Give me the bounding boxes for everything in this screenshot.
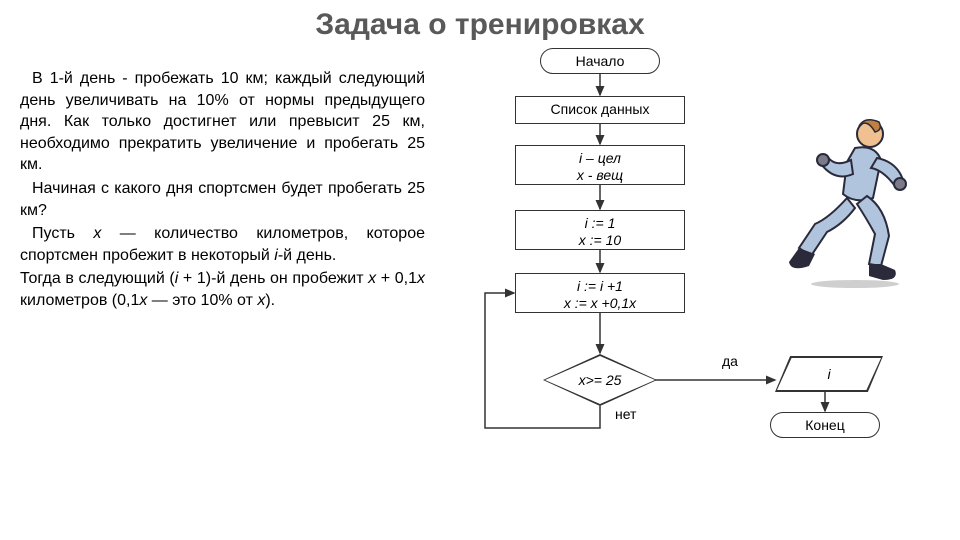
runner-icon bbox=[785, 108, 920, 288]
t: x - вещ bbox=[577, 167, 623, 183]
node-declare: i – цел x - вещ bbox=[515, 145, 685, 185]
t: x := 10 bbox=[579, 232, 621, 248]
page-title: Задача о тренировках bbox=[0, 0, 960, 42]
t: + 1)-й день он пробежит bbox=[178, 270, 368, 287]
t: x>= 25 bbox=[579, 372, 622, 388]
node-start: Начало bbox=[540, 48, 660, 74]
t: i := i +1 bbox=[577, 278, 623, 294]
node-output: i bbox=[777, 358, 881, 390]
node-init: i := 1 x := 10 bbox=[515, 210, 685, 250]
label-yes: да bbox=[722, 353, 738, 369]
t: x := x +0,1x bbox=[564, 295, 636, 311]
t: i – цел bbox=[579, 150, 621, 166]
t: Тогда в следующий ( bbox=[20, 270, 175, 287]
content-row: В 1-й день - пробежать 10 км; каждый сле… bbox=[0, 42, 960, 538]
t: километров (0,1 bbox=[20, 292, 139, 309]
para-3: Пусть x — количество километров, которое… bbox=[20, 223, 425, 266]
para-1: В 1-й день - пробежать 10 км; каждый сле… bbox=[20, 68, 425, 176]
node-decision: x>= 25 bbox=[545, 356, 655, 404]
label-no: нет bbox=[615, 406, 636, 422]
var-x: x bbox=[417, 270, 425, 287]
node-end: Конец bbox=[770, 412, 880, 438]
t: ). bbox=[265, 292, 275, 309]
problem-text: В 1-й день - пробежать 10 км; каждый сле… bbox=[20, 48, 425, 538]
node-update: i := i +1 x := x +0,1x bbox=[515, 273, 685, 313]
t: — это 10% от bbox=[147, 292, 257, 309]
t: i := 1 bbox=[585, 215, 616, 231]
var-x: x bbox=[368, 270, 376, 287]
node-data-list: Список данных bbox=[515, 96, 685, 124]
flowchart: Начало Список данных i – цел x - вещ i :… bbox=[425, 48, 935, 538]
para-2: Начиная с какого дня спортсмен будет про… bbox=[20, 178, 425, 221]
t: + 0,1 bbox=[376, 270, 417, 287]
t: Пусть bbox=[32, 225, 93, 242]
t: -й день. bbox=[278, 247, 337, 264]
para-4: Тогда в следующий (i + 1)-й день он проб… bbox=[20, 268, 425, 311]
